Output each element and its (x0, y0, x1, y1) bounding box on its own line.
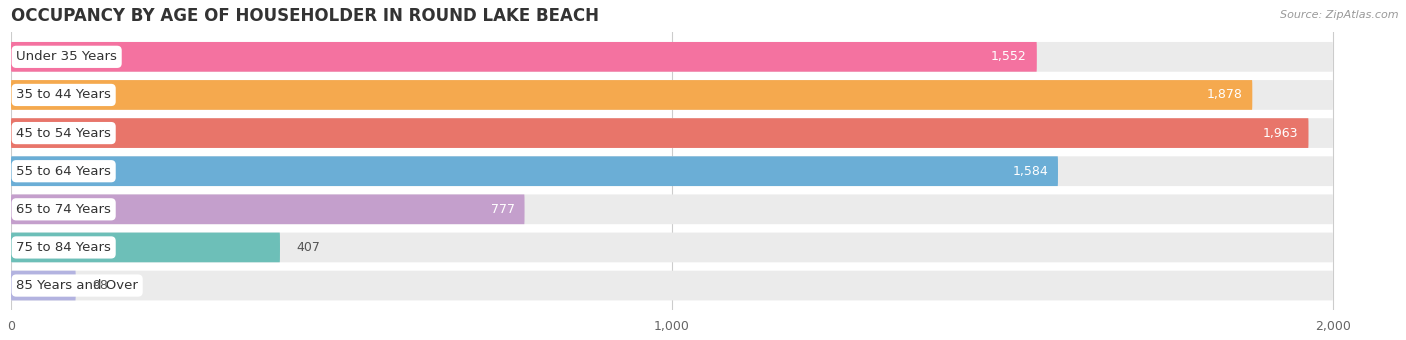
Text: 98: 98 (93, 279, 108, 292)
FancyBboxPatch shape (11, 156, 1333, 186)
Text: 85 Years and Over: 85 Years and Over (17, 279, 138, 292)
Text: Under 35 Years: Under 35 Years (17, 50, 117, 63)
FancyBboxPatch shape (11, 271, 1333, 301)
FancyBboxPatch shape (11, 118, 1309, 148)
Text: OCCUPANCY BY AGE OF HOUSEHOLDER IN ROUND LAKE BEACH: OCCUPANCY BY AGE OF HOUSEHOLDER IN ROUND… (11, 7, 599, 25)
FancyBboxPatch shape (11, 233, 1333, 262)
FancyBboxPatch shape (11, 42, 1333, 72)
FancyBboxPatch shape (11, 80, 1253, 110)
FancyBboxPatch shape (11, 118, 1333, 148)
Text: 65 to 74 Years: 65 to 74 Years (17, 203, 111, 216)
Text: 1,878: 1,878 (1206, 88, 1243, 101)
FancyBboxPatch shape (11, 80, 1333, 110)
FancyBboxPatch shape (11, 42, 1036, 72)
FancyBboxPatch shape (11, 271, 76, 301)
Text: 407: 407 (297, 241, 321, 254)
Text: 1,584: 1,584 (1012, 165, 1047, 178)
Text: 45 to 54 Years: 45 to 54 Years (17, 126, 111, 140)
Text: 1,963: 1,963 (1263, 126, 1299, 140)
FancyBboxPatch shape (11, 233, 280, 262)
Text: 75 to 84 Years: 75 to 84 Years (17, 241, 111, 254)
Text: 55 to 64 Years: 55 to 64 Years (17, 165, 111, 178)
Text: 35 to 44 Years: 35 to 44 Years (17, 88, 111, 101)
FancyBboxPatch shape (11, 156, 1057, 186)
FancyBboxPatch shape (11, 194, 1333, 224)
Text: 777: 777 (491, 203, 515, 216)
FancyBboxPatch shape (11, 194, 524, 224)
Text: 1,552: 1,552 (991, 50, 1026, 63)
Text: Source: ZipAtlas.com: Source: ZipAtlas.com (1281, 10, 1399, 20)
